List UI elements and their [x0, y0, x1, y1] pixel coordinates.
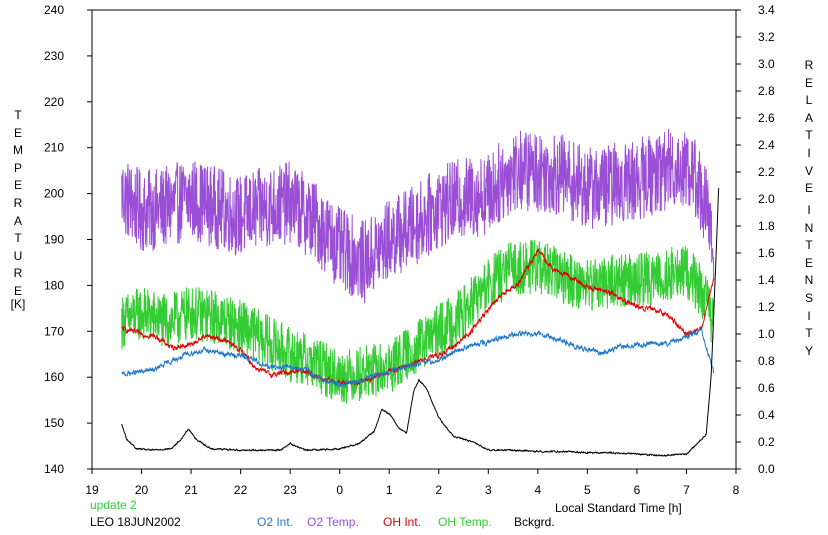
axis-label-letter: T: [805, 238, 813, 253]
axis-label-letter: S: [804, 290, 813, 305]
x-tick-label: 2: [435, 483, 442, 497]
x-tick-label: 3: [485, 483, 492, 497]
y-left-tick-label: 140: [44, 462, 64, 476]
x-tick-label: 20: [135, 483, 149, 497]
x-tick-label: 5: [584, 483, 591, 497]
axis-label-letter: E: [13, 283, 22, 298]
x-tick-label: 1: [386, 483, 393, 497]
axis-label-letter: V: [804, 163, 813, 178]
y-right-tick-label: 0.2: [758, 435, 775, 449]
axis-label-letter: P: [13, 160, 22, 175]
axis-label-letter: T: [14, 108, 22, 122]
y-right-ticks: 0.0 0.2 0.4 0.6 0.8 1.0 1.2 1.4 1.6 1.8 2.0 2.2 2.4 2…: [736, 3, 775, 476]
y-right-tick-label: 1.4: [758, 273, 775, 287]
y-right-tick-label: 0.8: [758, 354, 775, 368]
x-tick-label: 21: [184, 483, 198, 497]
y-right-tick-label: 2.4: [758, 138, 775, 152]
y-left-tick-label: 180: [44, 278, 64, 292]
y-left-tick-label: 160: [44, 370, 64, 384]
y-left-ticks: 140 150 160 170 180 190 200 210 220 230 240: [44, 3, 92, 476]
axis-label-letter: Y: [804, 343, 813, 358]
y-left-tick-label: 190: [44, 233, 64, 247]
y-right-tick-label: 3.4: [758, 3, 775, 17]
axis-label-letter: E: [13, 178, 22, 193]
x-tick-label: 22: [234, 483, 248, 497]
y-right-tick-label: 2.6: [758, 111, 775, 125]
legend-item-o2-int: O2 Int.: [257, 515, 293, 529]
y-left-tick-label: 220: [44, 95, 64, 109]
legend-item-oh-int: OH Int.: [383, 515, 421, 529]
legend-item-bckgrd: Bckgrd.: [514, 515, 555, 529]
axis-label-letter: N: [804, 220, 814, 235]
series-line-oh-temp: [121, 239, 715, 405]
y-left-tick-label: 210: [44, 141, 64, 155]
series-line-oh-int: [121, 248, 715, 387]
axis-label-letter: M: [13, 143, 23, 158]
y-left-tick-label: 170: [44, 324, 64, 338]
x-tick-label: 6: [634, 483, 641, 497]
series-layer: [121, 128, 720, 457]
y-left-tick-label: 200: [44, 187, 64, 201]
y-left-tick-label: 240: [44, 3, 64, 17]
axis-label-letter: A: [13, 213, 22, 228]
x-tick-label: 23: [283, 483, 297, 497]
axis-label-letter: T: [805, 128, 813, 143]
axis-label-letter: I: [807, 308, 811, 323]
station-date-label: LEO 18JUN2002: [90, 515, 181, 529]
y-right-tick-label: 1.0: [758, 327, 775, 341]
axis-label-letter: R: [804, 58, 814, 72]
y-right-tick-label: 2.0: [758, 192, 775, 206]
y-right-tick-label: 3.2: [758, 30, 775, 44]
y-right-tick-label: 0.0: [758, 462, 775, 476]
legend-item-oh-temp: OH Temp.: [438, 515, 492, 529]
axis-label-letter: T: [805, 326, 813, 341]
axis-label-letter: N: [804, 273, 814, 288]
x-tick-label: 19: [85, 483, 99, 497]
y-left-tick-label: 150: [44, 416, 64, 430]
x-ticks: 19 20 21 22 23 0 1 2 3 4 5 6 7 8: [85, 469, 740, 497]
series-line-bckgrd: [121, 188, 720, 457]
y-right-tick-label: 1.8: [758, 219, 775, 233]
y-right-tick-label: 0.6: [758, 381, 775, 395]
y-right-tick-label: 3.0: [758, 57, 775, 71]
y-right-tick-label: 0.4: [758, 408, 775, 422]
axis-label-letter: I: [807, 145, 811, 160]
axis-label-letter: E: [804, 181, 813, 196]
axis-label-letter: E: [804, 255, 813, 270]
axis-label-letter: E: [804, 75, 813, 90]
y-right-tick-label: 1.2: [758, 300, 775, 314]
x-tick-label: 7: [683, 483, 690, 497]
axis-label-letter: U: [13, 248, 23, 263]
axis-label-letter: T: [14, 231, 22, 246]
axis-label-letter: L: [805, 93, 813, 108]
axis-label-letter: I: [807, 203, 811, 217]
x-tick-label: 8: [733, 483, 740, 497]
x-tick-label: 0: [336, 483, 343, 497]
axis-label-letter: R: [13, 195, 23, 210]
x-tick-label: 4: [535, 483, 542, 497]
legend: O2 Temp. OH Temp. OH Int. O2 Int. Bckgrd.: [257, 515, 555, 529]
series-line-o2-temp: [121, 128, 715, 304]
y-left-tick-label: 230: [44, 49, 64, 63]
update-label: update 2: [90, 498, 137, 512]
axis-label-letter: E: [13, 125, 22, 140]
y-left-axis-unit: [K]: [10, 297, 26, 311]
legend-item-o2-temp: O2 Temp.: [307, 515, 359, 529]
y-right-tick-label: 1.6: [758, 246, 775, 260]
axis-label-letter: R: [13, 266, 23, 281]
y-right-tick-label: 2.2: [758, 165, 775, 179]
x-axis-label: Local Standard Time [h]: [555, 501, 682, 515]
y-right-tick-label: 2.8: [758, 84, 775, 98]
axis-label-letter: A: [804, 110, 813, 125]
series-line-o2-int: [121, 327, 715, 388]
plot-frame: [91, 9, 737, 470]
